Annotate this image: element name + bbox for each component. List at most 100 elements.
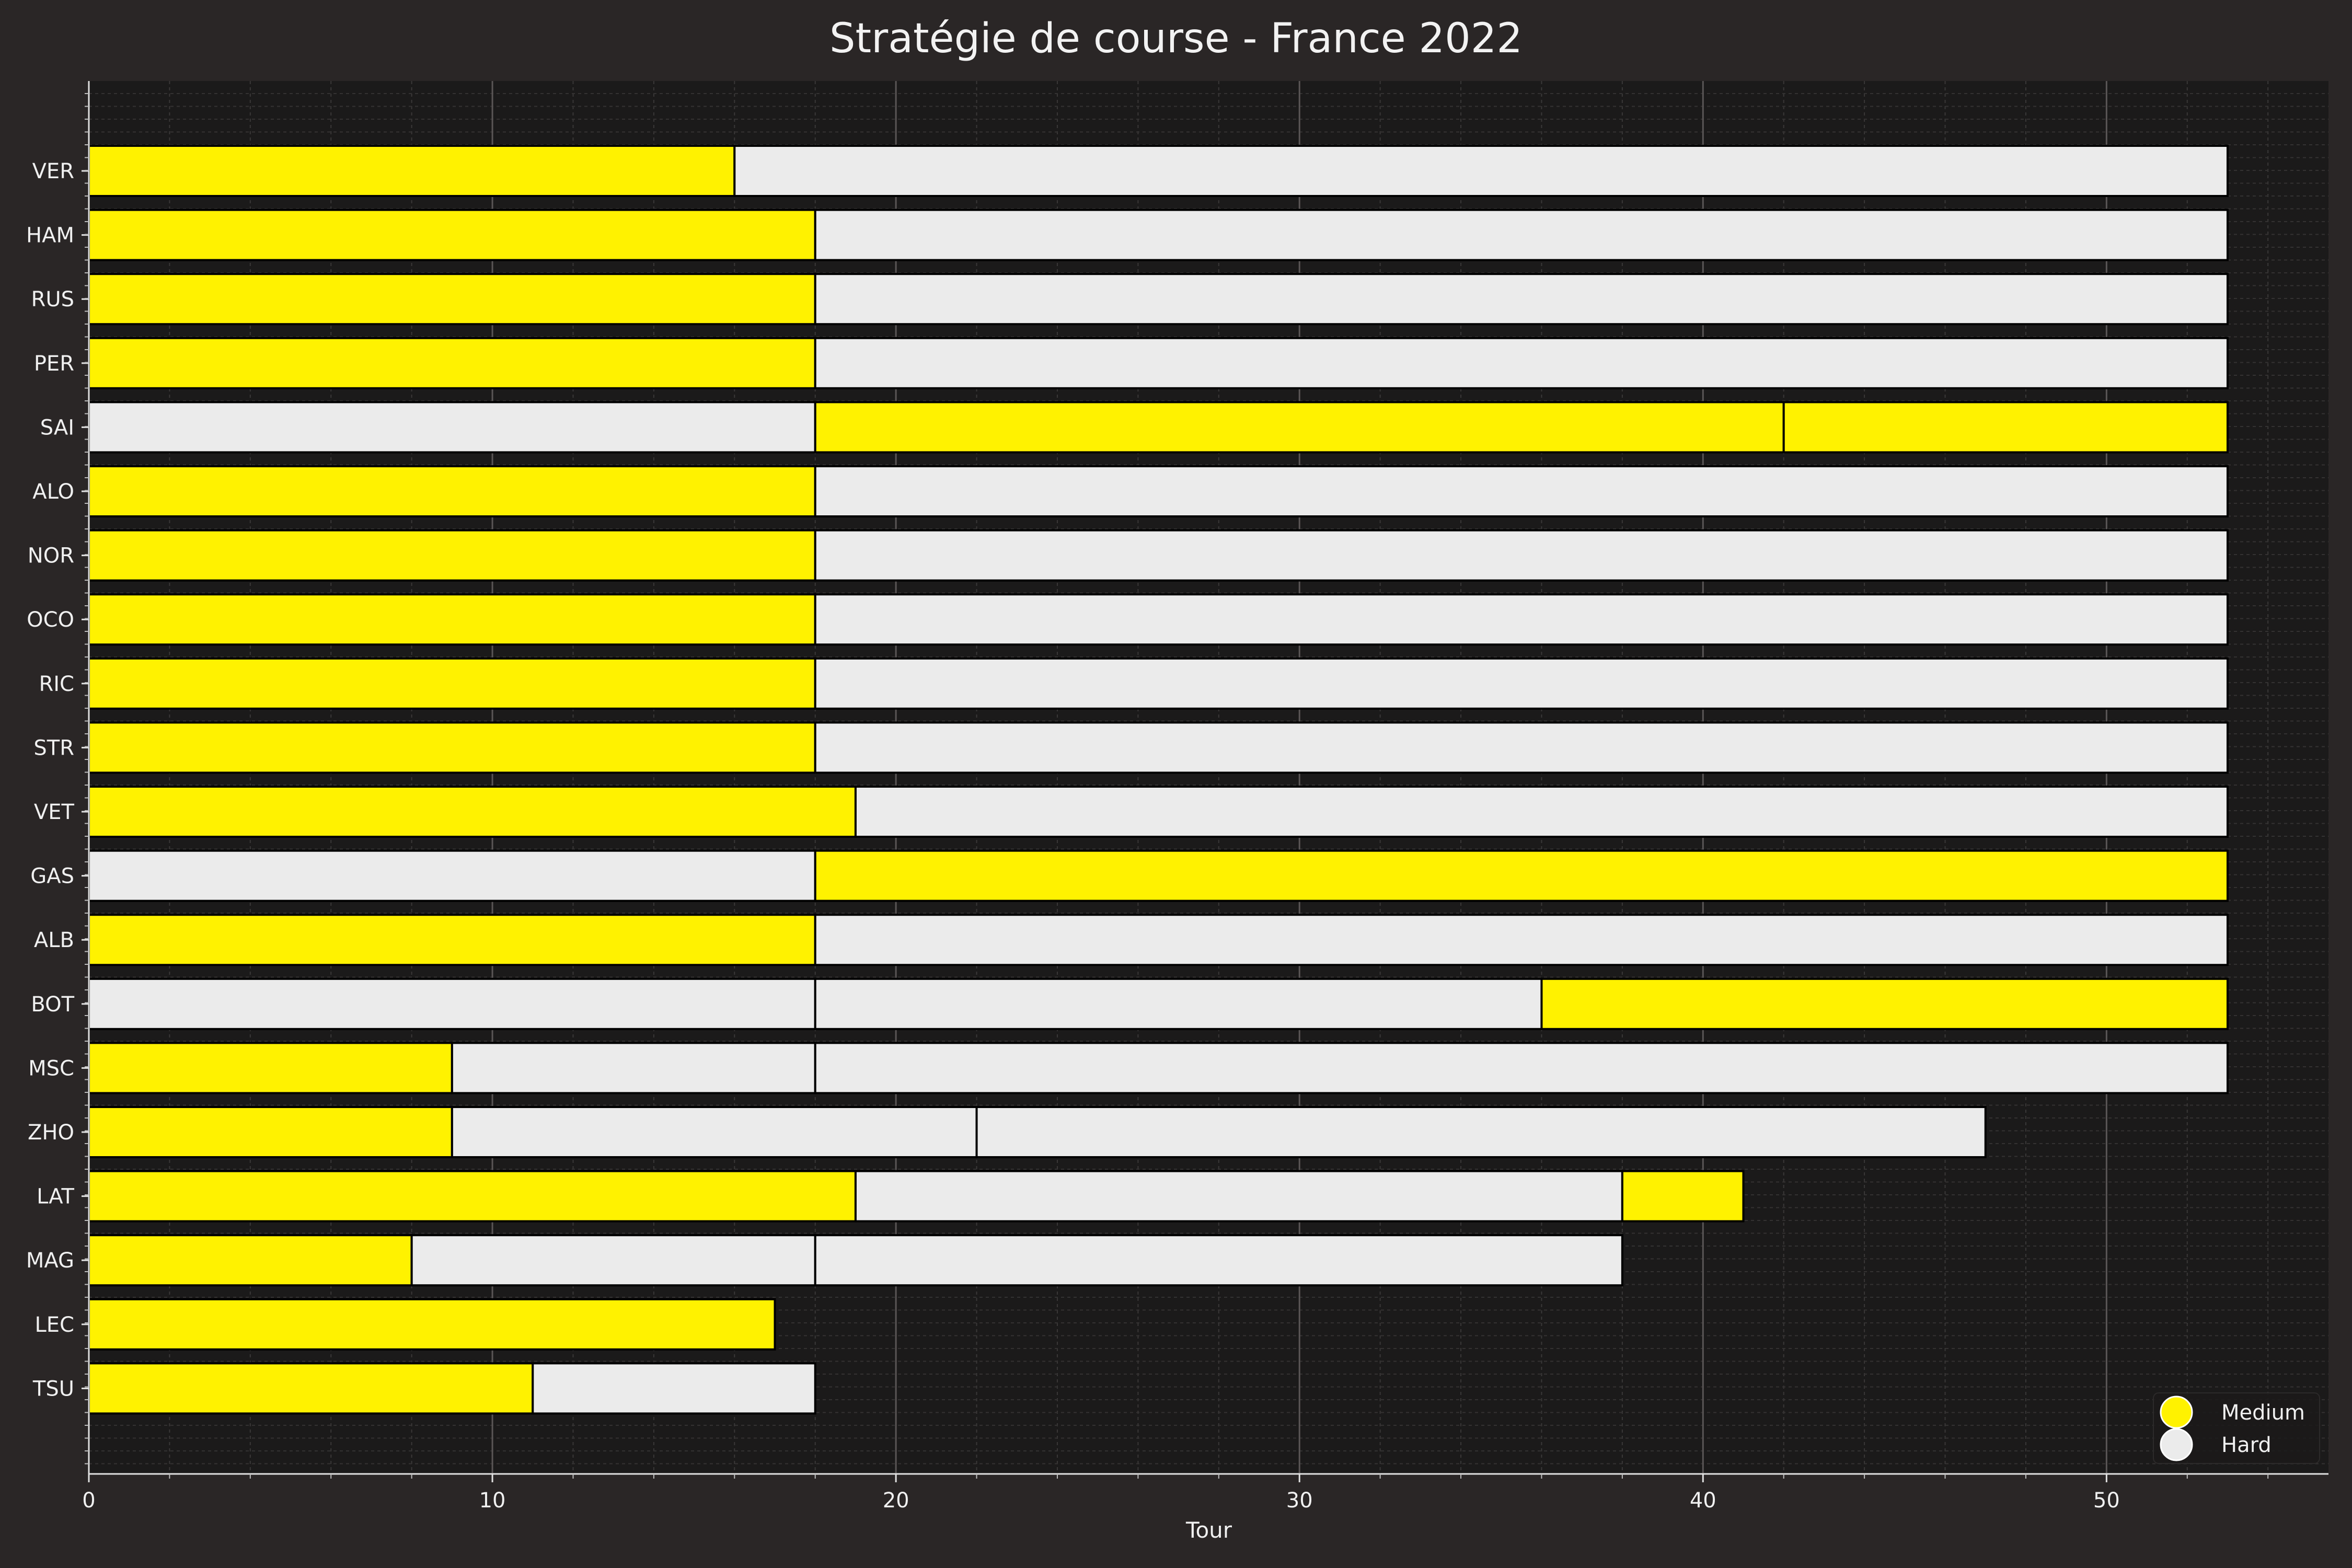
stint-bar-alo-2 (814, 465, 2229, 517)
stint-bar-gas-2 (814, 849, 2229, 902)
y-tick-label: MSC (28, 1056, 74, 1080)
driver-row-gas (88, 849, 2229, 902)
stint-bar-lat-3 (1621, 1170, 1745, 1223)
legend-marker (2160, 1428, 2193, 1461)
legend: Medium Hard (2153, 1392, 2320, 1464)
stint-bar-tsu-2 (532, 1362, 816, 1415)
stint-bar-zho-3 (975, 1106, 1987, 1158)
stint-bar-zho-2 (451, 1106, 978, 1158)
stint-bar-ric-2 (814, 657, 2229, 710)
stint-bar-lat-1 (88, 1170, 857, 1223)
legend-label: Hard (2221, 1433, 2272, 1457)
y-tick-label: ALB (34, 928, 74, 952)
stint-bar-mag-2 (410, 1234, 816, 1287)
driver-row-sai (88, 401, 2229, 454)
y-tick-label: MAG (26, 1249, 74, 1273)
x-tick-label: 50 (2093, 1489, 2120, 1513)
x-tick-label: 10 (479, 1489, 506, 1513)
y-tick-label: TSU (32, 1377, 74, 1401)
driver-row-rus (88, 273, 2229, 326)
x-tick-label: 0 (82, 1489, 95, 1513)
stint-bar-per-2 (814, 337, 2229, 389)
driver-row-bot (88, 977, 2229, 1030)
y-tick-label: OCO (27, 608, 74, 632)
stint-bar-per-1 (88, 337, 816, 389)
stint-bar-msc-2 (451, 1042, 816, 1094)
stint-bar-ric-1 (88, 657, 816, 710)
x-tick-label: 20 (883, 1489, 909, 1513)
x-tick-label: 40 (1690, 1489, 1716, 1513)
stint-bar-tsu-1 (88, 1362, 534, 1415)
stint-bar-bot-2 (814, 977, 1543, 1030)
driver-row-msc (88, 1042, 2229, 1094)
stint-bar-mag-1 (88, 1234, 413, 1287)
stint-bar-msc-3 (814, 1042, 2229, 1094)
stint-bar-alb-1 (88, 914, 816, 966)
y-tick-label: ZHO (28, 1121, 74, 1145)
stint-bar-nor-1 (88, 529, 816, 582)
stint-bar-rus-1 (88, 273, 816, 326)
axis-frame (88, 81, 2328, 1475)
driver-row-lec (88, 1298, 776, 1351)
stint-bar-sai-2 (814, 401, 1785, 454)
driver-row-zho (88, 1106, 1987, 1158)
y-tick-label: BOT (31, 993, 74, 1017)
driver-row-tsu (88, 1362, 816, 1415)
stint-bar-mag-3 (814, 1234, 1623, 1287)
y-tick-label: RIC (39, 672, 74, 696)
driver-row-oco (88, 593, 2229, 646)
legend-item-hard: Hard (2160, 1428, 2272, 1461)
y-tick-label: PER (34, 352, 74, 376)
y-tick-label: LAT (37, 1185, 74, 1209)
stint-bar-zho-1 (88, 1106, 453, 1158)
driver-row-nor (88, 529, 2229, 582)
y-tick-label: SAI (40, 416, 74, 440)
stint-bar-alo-1 (88, 465, 816, 517)
y-tick-label: NOR (28, 544, 74, 568)
stint-bar-vet-1 (88, 786, 857, 838)
stint-bar-msc-1 (88, 1042, 453, 1094)
stint-bar-oco-1 (88, 593, 816, 646)
stint-bar-lec-1 (88, 1298, 776, 1351)
stint-bar-str-1 (88, 721, 816, 774)
driver-row-vet (88, 786, 2229, 838)
x-axis: 0 10 20 30 40 50 (82, 1474, 2269, 1513)
driver-row-str (88, 721, 2229, 774)
driver-row-ham (88, 209, 2229, 261)
legend-item-medium: Medium (2160, 1396, 2305, 1429)
stint-bar-bot-3 (1540, 977, 2229, 1030)
x-tick-label: 30 (1286, 1489, 1313, 1513)
stint-bar-alb-2 (814, 914, 2229, 966)
chart-title: Stratégie de course - France 2022 (829, 15, 1523, 62)
driver-row-ric (88, 657, 2229, 710)
y-tick-label: GAS (30, 864, 74, 889)
y-tick-label: STR (33, 736, 74, 760)
stint-bar-vet-2 (854, 786, 2229, 838)
driver-row-ver (88, 145, 2229, 197)
driver-row-mag (88, 1234, 1623, 1287)
stint-bar-gas-1 (88, 849, 816, 902)
y-tick-label: RUS (31, 287, 74, 312)
y-tick-label: VER (32, 159, 74, 183)
stint-bar-str-2 (814, 721, 2229, 774)
driver-row-lat (88, 1170, 1745, 1223)
stint-bar-oco-2 (814, 593, 2229, 646)
stint-bar-lat-2 (854, 1170, 1623, 1223)
y-tick-label: LEC (35, 1313, 75, 1337)
stint-bar-bot-1 (88, 977, 816, 1030)
stint-bar-rus-2 (814, 273, 2229, 326)
y-tick-label: VET (34, 800, 75, 824)
legend-box (2153, 1392, 2320, 1464)
driver-row-per (88, 337, 2229, 389)
driver-row-alb (88, 914, 2229, 966)
legend-marker (2160, 1396, 2193, 1429)
bars (88, 145, 2229, 1415)
stint-bar-ham-1 (88, 209, 816, 261)
stint-bar-sai-3 (1782, 401, 2229, 454)
stint-bar-ham-2 (814, 209, 2229, 261)
stint-bar-sai-1 (88, 401, 816, 454)
x-axis-label: Tour (1185, 1517, 1232, 1543)
y-axis: VER HAM RUS PER SAI ALO NOR OCO RIC STR VET GAS ALB B… (26, 93, 89, 1465)
